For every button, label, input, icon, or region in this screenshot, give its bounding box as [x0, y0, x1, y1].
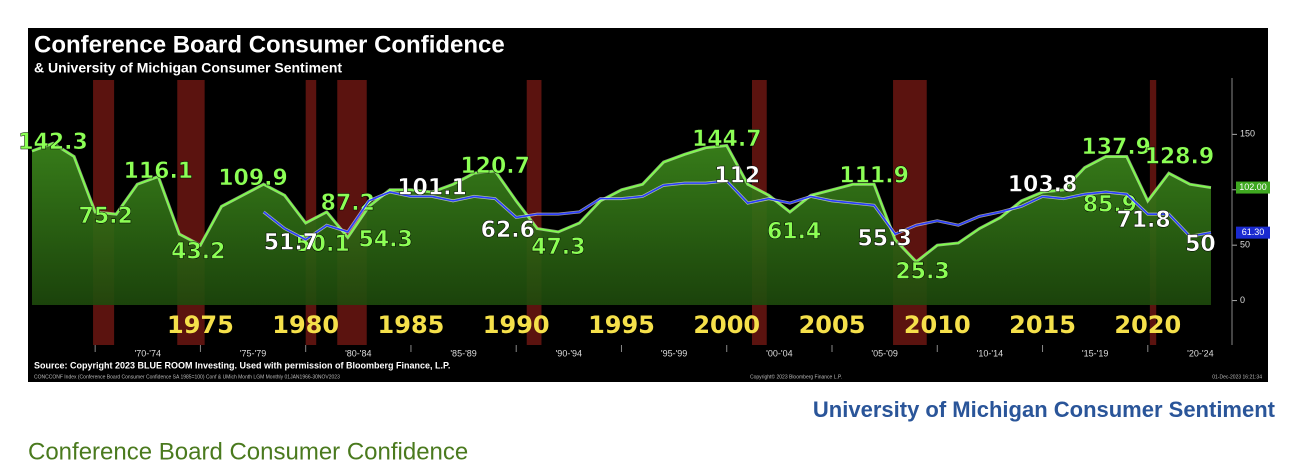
x-tick-label: '00-'04 [766, 348, 792, 358]
line [263, 180, 1212, 241]
chart-subtitle: & University of Michigan Consumer Sentim… [34, 60, 342, 76]
y-tick-label: 150 [1240, 129, 1255, 139]
year-label: 1990 [483, 311, 550, 339]
year-label: 1980 [272, 311, 339, 339]
peak-label: 142.3 [18, 130, 88, 155]
year-label: 2000 [693, 311, 760, 339]
peak-label: 144.7 [692, 127, 762, 152]
peak-label: 51.7 [264, 230, 318, 255]
peak-label: 103.8 [1008, 173, 1078, 198]
peak-label: 25.3 [895, 260, 949, 285]
x-tick-label: '15-'19 [1082, 348, 1108, 358]
last-value-label: 102.00 [1239, 182, 1267, 192]
peak-label: 62.6 [481, 218, 535, 243]
recession-band [177, 80, 205, 345]
peak-label: 75.2 [79, 204, 133, 229]
recession-band [305, 80, 317, 345]
x-tick-label: '90-'94 [556, 348, 582, 358]
source: Source: Copyright 2023 BLUE ROOM Investi… [34, 360, 450, 370]
x-tick-label: '10-'14 [977, 348, 1003, 358]
recession-band [526, 80, 542, 345]
peak-label: 50.1 [295, 232, 349, 257]
x-tick-label: '85-'89 [450, 348, 476, 358]
y-tick-label: 0 [1240, 295, 1245, 305]
peak-label: 47.3 [531, 235, 585, 260]
peak-label: 71.8 [1116, 208, 1170, 233]
area [32, 143, 1211, 305]
x-tick-label: '95-'99 [661, 348, 687, 358]
x-tick-label: '20-'24 [1187, 348, 1213, 358]
footer: Copyright© 2023 Bloomberg Finance L.P. [750, 373, 842, 380]
peak-label: 43.2 [171, 240, 225, 265]
x-tick-label: '70-'74 [135, 348, 161, 358]
year-label: 2020 [1114, 311, 1181, 339]
year-label: 2005 [799, 311, 866, 339]
year-label: 2010 [904, 311, 971, 339]
last-value-badge [1236, 181, 1270, 194]
peak-label: 55.3 [857, 226, 911, 251]
last-value-badge [1236, 226, 1270, 239]
peak-label: 137.9 [1081, 135, 1151, 160]
peak-label: 111.9 [839, 164, 909, 189]
chart-title: Conference Board Consumer Confidence [34, 31, 505, 58]
peak-label: 54.3 [359, 227, 413, 252]
peak-label: 116.1 [124, 159, 194, 184]
peak-label: 61.4 [767, 220, 821, 245]
y-tick-label: 50 [1240, 240, 1250, 250]
plot: 050100150'70-'74'75-'79'80-'84'85-'89'90… [18, 78, 1270, 358]
peak-label: 85.9 [1083, 192, 1137, 217]
recession-band [893, 80, 927, 345]
x-tick-label: '05-'09 [871, 348, 897, 358]
peak-label: 109.9 [218, 166, 288, 191]
peak-label: 112 [714, 163, 760, 188]
peak-label: 120.7 [460, 154, 530, 179]
footer: 01-Dec-2023 16:21:34 [1212, 374, 1262, 380]
legend-entry: University of Michigan Consumer Sentimen… [813, 397, 1276, 422]
peak-label: 101.1 [397, 176, 467, 201]
peak-label: 50 [1185, 232, 1216, 257]
year-label: 1975 [167, 311, 234, 339]
legend-entry: Conference Board Consumer Confidence [28, 438, 468, 465]
year-label: 1995 [588, 311, 655, 339]
year-label: 2015 [1009, 311, 1076, 339]
last-value-label: 61.30 [1242, 227, 1265, 237]
x-tick-label: '75-'79 [240, 348, 266, 358]
peak-label: 128.9 [1145, 145, 1215, 170]
x-tick-label: '80-'84 [345, 348, 371, 358]
year-label: 1985 [378, 311, 445, 339]
footer: CONCCONF Index (Conference Board Consume… [34, 374, 340, 380]
line [31, 142, 1212, 263]
